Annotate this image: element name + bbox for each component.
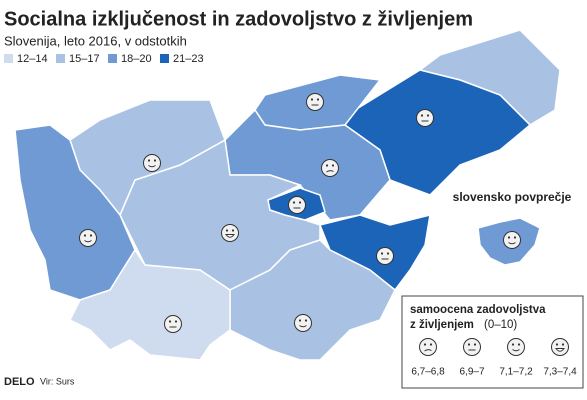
face-eye [298, 201, 302, 204]
face-eye [561, 343, 565, 346]
face-eye [429, 343, 433, 346]
face-circle [376, 247, 394, 265]
face-eye [292, 201, 296, 204]
face [376, 247, 394, 265]
face [164, 315, 182, 333]
face-circle [221, 224, 239, 242]
face-eye [420, 114, 424, 117]
face-eye [467, 343, 471, 346]
face-circle [551, 338, 569, 356]
legend-swatch [4, 54, 13, 63]
face-eye [168, 320, 172, 323]
face-mouth [148, 165, 156, 168]
face-circle [463, 338, 481, 356]
face-eye [147, 159, 151, 162]
brand: DELO [4, 376, 35, 388]
faces [79, 93, 569, 356]
face-mouth [555, 348, 565, 352]
face [79, 229, 97, 247]
face [551, 338, 569, 356]
face-eye [513, 236, 517, 239]
face [419, 338, 437, 356]
face-circle [321, 159, 339, 177]
face-mouth [299, 325, 307, 328]
face-eye [517, 343, 521, 346]
face [463, 338, 481, 356]
face-circle [503, 231, 521, 249]
face-circle [288, 196, 306, 214]
subtitle: Slovenija, leto 2016, v odstotkih [4, 33, 187, 48]
face-circle [419, 338, 437, 356]
face-eye [386, 252, 390, 255]
region [229, 239, 396, 361]
face-eye [83, 234, 87, 237]
face-eye [426, 114, 430, 117]
face-eye [511, 343, 515, 346]
title: Socialna izključenost in zadovoljstvo z … [4, 8, 473, 30]
face [288, 196, 306, 214]
face-circle [416, 109, 434, 127]
face-mouth [84, 240, 92, 243]
legend-swatch [56, 54, 65, 63]
face [306, 93, 324, 111]
face-circle [306, 93, 324, 111]
face-eye [473, 343, 477, 346]
face-circle [164, 315, 182, 333]
face-eye [325, 164, 329, 167]
box-items: 6,7–6,8 6,9–7 7,1–7,2 7,3–7,4 [411, 367, 577, 378]
face [221, 224, 239, 242]
box-scale: (0–10) [484, 319, 517, 331]
face-eye [225, 229, 229, 232]
face-eye [304, 319, 308, 322]
face-eye [507, 236, 511, 239]
face-eye [174, 320, 178, 323]
legend-label: 21–23 [173, 53, 204, 65]
region [68, 248, 231, 361]
face-circle [294, 314, 312, 332]
face-circle [143, 154, 161, 172]
face-eye [153, 159, 157, 162]
face-eye [331, 164, 335, 167]
box-item-label: 6,9–7 [459, 367, 484, 378]
box-item-label: 6,7–6,8 [411, 367, 445, 378]
regions [14, 29, 561, 361]
face-mouth [326, 170, 334, 173]
face [416, 109, 434, 127]
legend-swatch [160, 54, 169, 63]
face-mouth [508, 242, 516, 245]
box-item-label: 7,3–7,4 [543, 367, 577, 378]
legend-label: 15–17 [69, 53, 100, 65]
source: Vir: Surs [40, 376, 75, 386]
average-label: slovensko povprečje [453, 190, 572, 204]
face-eye [231, 229, 235, 232]
face-mouth [424, 349, 432, 352]
face-eye [89, 234, 93, 237]
face [503, 231, 521, 249]
face-circle [79, 229, 97, 247]
face-eye [555, 343, 559, 346]
face-mouth [512, 349, 520, 352]
face-eye [316, 98, 320, 101]
legend-label: 18–20 [121, 53, 152, 65]
legend: 12–14 15–17 18–20 21–23 [4, 53, 204, 65]
legend-label: 12–14 [17, 53, 48, 65]
face-circle [507, 338, 525, 356]
face-eye [298, 319, 302, 322]
face [143, 154, 161, 172]
face-eye [380, 252, 384, 255]
box-title: z življenjem [410, 319, 474, 331]
box-item-label: 7,1–7,2 [499, 367, 533, 378]
face-mouth [225, 234, 235, 238]
legend-swatch [108, 54, 117, 63]
face [294, 314, 312, 332]
face [321, 159, 339, 177]
face-eye [423, 343, 427, 346]
face-eye [310, 98, 314, 101]
box-title: samoocena zadovoljstva [410, 304, 546, 316]
face [507, 338, 525, 356]
